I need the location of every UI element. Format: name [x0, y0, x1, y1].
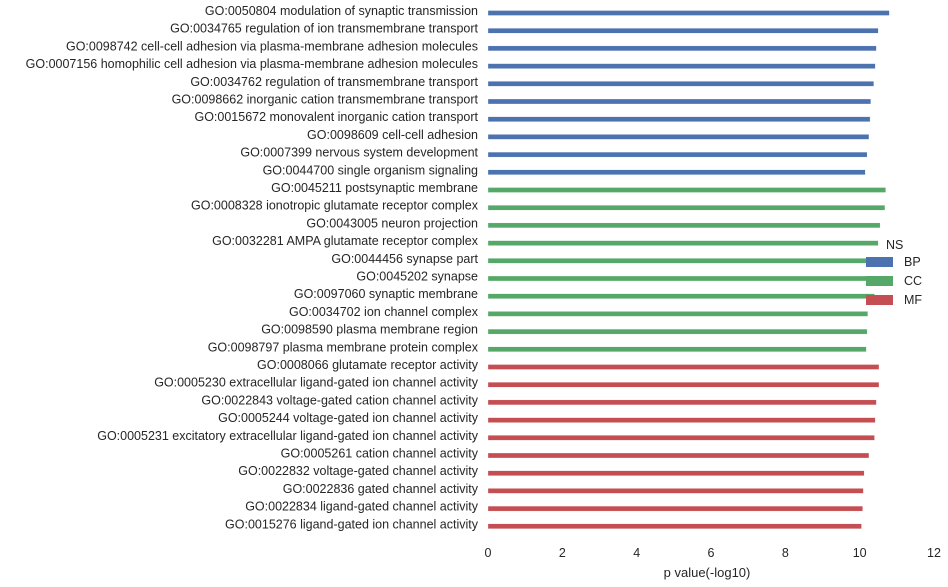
bars-layer [487, 10, 890, 529]
category-label: GO:0015672 monovalent inorganic cation t… [194, 110, 478, 124]
category-label: GO:0007156 homophilic cell adhesion via … [26, 57, 478, 71]
category-label: GO:0034702 ion channel complex [289, 305, 479, 319]
category-label: GO:0008066 glutamate receptor activity [257, 358, 479, 372]
x-tick-label: 4 [633, 546, 640, 560]
category-label: GO:0022834 ligand-gated channel activity [245, 500, 479, 514]
category-labels-layer: GO:0050804 modulation of synaptic transm… [26, 4, 479, 531]
bar-cc-3 [487, 240, 879, 246]
bar-cc-9 [487, 346, 867, 352]
bar-mf-0 [487, 364, 880, 370]
category-label: GO:0005231 excitatory extracellular liga… [97, 429, 479, 443]
x-tick-label: 10 [853, 546, 867, 560]
bar-mf-4 [487, 435, 875, 441]
category-label: GO:0044456 synapse part [331, 252, 478, 266]
bar-bp-3 [487, 63, 876, 69]
category-label: GO:0008328 ionotropic glutamate receptor… [191, 199, 479, 213]
legend-label-mf: MF [904, 293, 922, 307]
legend-label-bp: BP [904, 255, 921, 269]
bar-cc-7 [487, 311, 868, 317]
bar-bp-2 [487, 45, 877, 52]
category-label: GO:0045202 synapse [356, 270, 478, 284]
x-tick-label: 2 [559, 546, 566, 560]
category-label: GO:0005244 voltage-gated ion channel act… [218, 411, 479, 425]
bar-bp-4 [487, 81, 874, 87]
category-label: GO:0045211 postsynaptic membrane [271, 181, 478, 195]
category-label: GO:0007399 nervous system development [240, 146, 478, 160]
category-label: GO:0022836 gated channel activity [283, 482, 479, 496]
category-label: GO:0098797 plasma membrane protein compl… [208, 340, 479, 354]
bar-cc-4 [487, 258, 877, 264]
bar-mf-8 [487, 505, 863, 512]
category-label: GO:0005230 extracellular ligand-gated io… [154, 376, 479, 390]
bar-bp-7 [487, 134, 870, 140]
legend-title: NS [886, 238, 903, 252]
x-tick-label: 0 [485, 546, 492, 560]
bar-cc-1 [487, 205, 886, 211]
category-label: GO:0098662 inorganic cation transmembran… [172, 93, 479, 107]
bar-cc-5 [487, 275, 876, 282]
bar-bp-5 [487, 98, 871, 105]
bar-mf-7 [487, 488, 864, 494]
x-tick-label: 8 [782, 546, 789, 560]
legend-swatch-mf [866, 295, 893, 305]
category-label: GO:0098609 cell-cell adhesion [307, 128, 478, 142]
x-tick-label: 6 [708, 546, 715, 560]
category-label: GO:0005261 cation channel activity [281, 447, 479, 461]
category-label: GO:0022843 voltage-gated cation channel … [201, 393, 478, 407]
category-label: GO:0050804 modulation of synaptic transm… [205, 4, 478, 18]
bar-mf-3 [487, 417, 876, 423]
bar-mf-5 [487, 452, 870, 459]
x-axis-title: p value(-log10) [664, 565, 751, 580]
bar-mf-6 [487, 470, 865, 476]
category-label: GO:0044700 single organism signaling [263, 163, 478, 177]
bar-mf-9 [487, 523, 862, 529]
legend: NS BP CC MF [866, 238, 922, 307]
category-label: GO:0015276 ligand-gated ion channel acti… [225, 517, 479, 531]
x-tick-label: 12 [927, 546, 941, 560]
category-label: GO:0098590 plasma membrane region [261, 323, 478, 337]
bar-bp-6 [487, 116, 871, 122]
bar-mf-1 [487, 382, 880, 388]
bar-bp-1 [487, 28, 879, 34]
category-label: GO:0022832 voltage-gated channel activit… [238, 464, 478, 478]
bar-bp-0 [487, 10, 890, 16]
category-label: GO:0034765 regulation of ion transmembra… [170, 22, 478, 36]
category-label: GO:0097060 synaptic membrane [294, 287, 478, 301]
category-label: GO:0032281 AMPA glutamate receptor compl… [212, 234, 479, 248]
legend-label-cc: CC [904, 274, 922, 288]
bar-cc-2 [487, 222, 881, 229]
category-label: GO:0043005 neuron projection [306, 216, 478, 230]
bar-cc-6 [487, 293, 875, 299]
bar-cc-0 [487, 187, 886, 193]
x-ticks-layer: 0 2 4 6 8 10 12 [485, 546, 941, 560]
legend-swatch-cc [866, 276, 893, 286]
legend-swatch-bp [866, 257, 893, 267]
bar-bp-9 [487, 169, 866, 175]
category-label: GO:0098742 cell-cell adhesion via plasma… [66, 39, 478, 53]
category-label: GO:0034762 regulation of transmembrane t… [190, 75, 478, 89]
bar-bp-8 [487, 151, 868, 158]
bar-cc-8 [487, 328, 868, 335]
bar-mf-2 [487, 399, 877, 406]
